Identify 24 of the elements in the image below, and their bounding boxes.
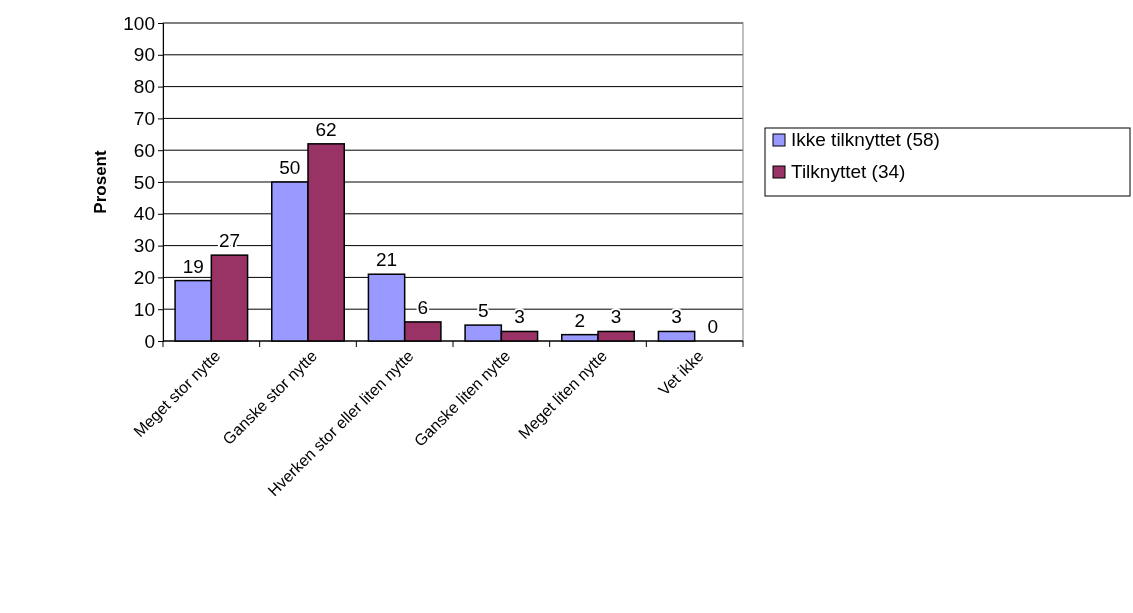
y-tick-label: 40 bbox=[133, 203, 155, 225]
y-tick-label: 70 bbox=[133, 107, 155, 129]
data-label: 2 bbox=[574, 309, 586, 331]
x-tick-label: Vet ikke bbox=[655, 347, 707, 399]
y-tick-label: 0 bbox=[144, 330, 155, 352]
data-label: 50 bbox=[279, 157, 301, 178]
data-label: 62 bbox=[315, 118, 337, 140]
data-label: 3 bbox=[610, 306, 622, 328]
data-label: 3 bbox=[514, 306, 525, 328]
y-tick-label: 80 bbox=[133, 76, 155, 98]
y-tick-label: 90 bbox=[133, 44, 155, 66]
y-axis-title: Prosent bbox=[91, 150, 110, 214]
data-label: 19 bbox=[182, 255, 204, 277]
data-label: 3 bbox=[671, 306, 682, 328]
data-label: 0 bbox=[707, 316, 719, 337]
y-tick-label: 60 bbox=[133, 139, 155, 161]
legend-label: Ikke tilknyttet (58) bbox=[791, 129, 940, 150]
legend-label: Tilknyttet (34) bbox=[791, 161, 906, 182]
y-tick-label: 100 bbox=[123, 12, 155, 34]
y-tick-label: 50 bbox=[133, 171, 155, 193]
y-tick-label: 10 bbox=[133, 298, 155, 320]
data-label: 21 bbox=[375, 249, 398, 271]
y-tick-label: 20 bbox=[133, 266, 155, 288]
y-tick-label: 30 bbox=[133, 235, 155, 257]
